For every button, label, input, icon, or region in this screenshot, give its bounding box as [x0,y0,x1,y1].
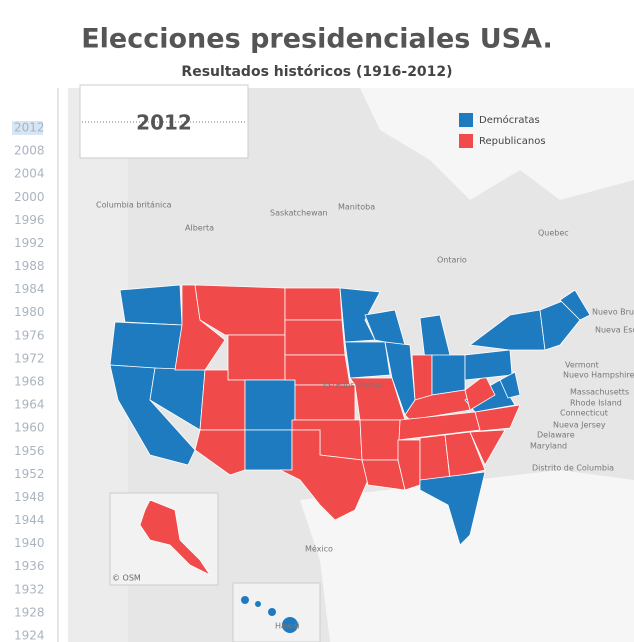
state [268,608,276,616]
state [244,379,296,431]
state [241,596,249,604]
state [119,284,183,326]
year-item[interactable]: 1924 [14,628,45,642]
state [284,287,343,321]
water [360,88,634,200]
state [339,287,381,343]
map-label: Nueva Escocia [595,326,634,335]
map-label: Hawái [275,622,300,631]
state [559,289,591,321]
insets [139,499,298,633]
legend: Demócratas Republicanos [459,113,546,148]
legend-swatch [459,134,473,148]
state [539,299,581,351]
subtitle: Resultados históricos (1916-2012) [181,64,452,80]
map-label: Nuevo Hampshire [563,371,634,380]
state [419,471,486,546]
state [227,334,286,381]
map-label: Manitoba [338,203,375,212]
state [464,349,513,381]
year-item[interactable]: 1988 [14,259,45,273]
year-item[interactable]: 1940 [14,536,45,550]
year-item[interactable]: 1956 [14,444,45,458]
year-item[interactable]: 1936 [14,559,45,573]
state [464,374,496,411]
year-item[interactable]: 1960 [14,421,45,435]
state [359,419,401,461]
map-label: Connecticut [560,409,608,418]
state [139,499,212,577]
map-label: Rhode Island [570,399,622,408]
year-item[interactable]: 1948 [14,490,45,504]
year-item[interactable]: 2008 [14,144,45,158]
state [411,354,433,401]
state [109,321,183,371]
year-item[interactable]: 1968 [14,374,45,388]
year-item[interactable]: 1976 [14,328,45,342]
map-label: Distrito de Columbia [532,464,614,473]
title: Elecciones presidenciales USA. [81,24,553,55]
hawaii-inset [232,582,321,642]
year-item[interactable]: 1992 [14,236,45,250]
year-list[interactable]: 2012 2008 2004 2000 1996 1992 1988 1984 1980 1976… [12,121,45,642]
year-item[interactable]: 1980 [14,305,45,319]
water [300,470,634,642]
year-item[interactable]: 1952 [14,467,45,481]
year-item[interactable]: 1996 [14,213,45,227]
state [282,617,298,633]
state [499,371,521,399]
year-item[interactable]: 2012 [14,121,45,135]
map-label: Ontario [437,256,467,265]
state [444,431,486,479]
map-label: Estados Unidos [323,381,384,390]
attribution: © OSM [112,574,141,583]
state [469,404,521,433]
legend-label: Demócratas [479,114,540,126]
legend-swatch [459,113,473,127]
year-item[interactable]: 1984 [14,282,45,296]
map-label: Vermont [565,361,599,370]
state [431,354,466,396]
state [397,439,421,491]
map-label: Delaware [537,431,575,440]
year-item[interactable]: 1928 [14,605,45,619]
year-item[interactable]: 1964 [14,398,45,412]
year-item[interactable]: 2000 [14,190,45,204]
map-label: Alberta [185,224,214,233]
year-item[interactable]: 1932 [14,582,45,596]
map-label: Massachusetts [570,388,629,397]
map-label: Nueva Jersey [553,421,606,430]
map-label: Columbia británica [96,201,172,210]
state [279,429,369,521]
year-item[interactable]: 1944 [14,513,45,527]
selected-year: 2012 [136,111,192,135]
year-item[interactable]: 1972 [14,351,45,365]
map-label: Quebec [538,229,569,238]
map-labels: Columbia británica Alberta Saskatchewan Man… [96,201,634,631]
state [244,429,293,471]
state [469,429,506,466]
states [109,284,591,546]
map-label: Saskatchewan [270,209,328,218]
legend-label: Republicanos [479,136,546,147]
state [194,429,246,476]
state [255,601,261,607]
state [344,341,391,379]
map-label: Nuevo Brunswick [592,308,634,317]
map-label: México [305,544,333,554]
map-label: Maryland [530,442,567,451]
year-highlight [12,121,43,135]
year-item[interactable]: 2004 [14,167,45,181]
state [284,319,346,356]
state [294,384,356,421]
